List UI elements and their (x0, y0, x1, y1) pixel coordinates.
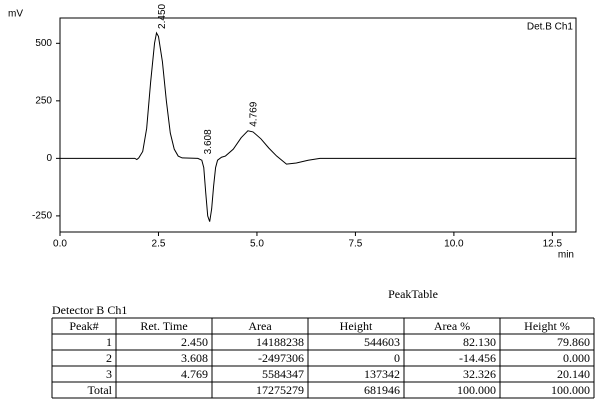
table-cell: 100.000 (457, 383, 496, 397)
y-tick-label: 500 (35, 38, 52, 49)
table-cell: 20.140 (557, 367, 590, 381)
x-tick-label: 5.0 (250, 239, 264, 250)
y-tick-label: -250 (32, 211, 52, 222)
x-tick-label: 12.5 (543, 239, 563, 250)
plot-frame (59, 17, 577, 233)
table-cell: 2.450 (181, 335, 208, 349)
x-tick-label: 7.5 (348, 239, 362, 250)
table-cell: 100.000 (551, 383, 590, 397)
table-cell: 32.326 (463, 367, 496, 381)
table-header: Height (340, 319, 373, 333)
table-header: Area (248, 319, 272, 333)
x-tick-label: 10.0 (444, 239, 464, 250)
table-cell: 0 (394, 351, 400, 365)
table-cell: 17275279 (256, 383, 304, 397)
table-cell: 137342 (364, 367, 400, 381)
trace (60, 31, 576, 222)
x-axis-label: min (558, 250, 574, 261)
peak-label: 4.769 (248, 101, 259, 126)
table-cell: 82.130 (463, 335, 496, 349)
x-tick-label: 0.0 (53, 239, 67, 250)
x-tick-label: 2.5 (152, 239, 166, 250)
table-cell: 5584347 (262, 367, 304, 381)
table-header: Ret. Time (140, 319, 187, 333)
table-cell: 1 (106, 335, 112, 349)
table-cell: 14188238 (256, 335, 304, 349)
table-cell: Total (88, 383, 113, 397)
table-cell: 3.608 (181, 351, 208, 365)
peak-label: 3.608 (203, 129, 214, 154)
table-cell: 3 (106, 367, 112, 381)
table-cell: 2 (106, 351, 112, 365)
table-header: Peak# (69, 319, 98, 333)
table-cell: -2497306 (258, 351, 304, 365)
y-axis-label: mV (8, 9, 23, 20)
peak-table: PeakTable Detector B Ch1 Peak# Ret. Time A… (51, 287, 595, 399)
table-cell: 0.000 (563, 351, 590, 365)
table-detector: Detector B Ch1 (52, 303, 127, 317)
table-cell: 79.860 (557, 335, 590, 349)
table-cell: 4.769 (181, 367, 208, 381)
y-tick-label: 250 (35, 95, 52, 106)
table-header: Height % (524, 319, 570, 333)
table-cell: 681946 (364, 383, 400, 397)
y-tick-label: 0 (46, 153, 52, 164)
peak-label: 2.450 (157, 3, 168, 28)
table-title: PeakTable (388, 287, 438, 301)
table-cell: -14.456 (459, 351, 496, 365)
detector-annotation: Det.B Ch1 (527, 22, 574, 33)
table-cell: 544603 (364, 335, 400, 349)
table-header: Area % (434, 319, 470, 333)
